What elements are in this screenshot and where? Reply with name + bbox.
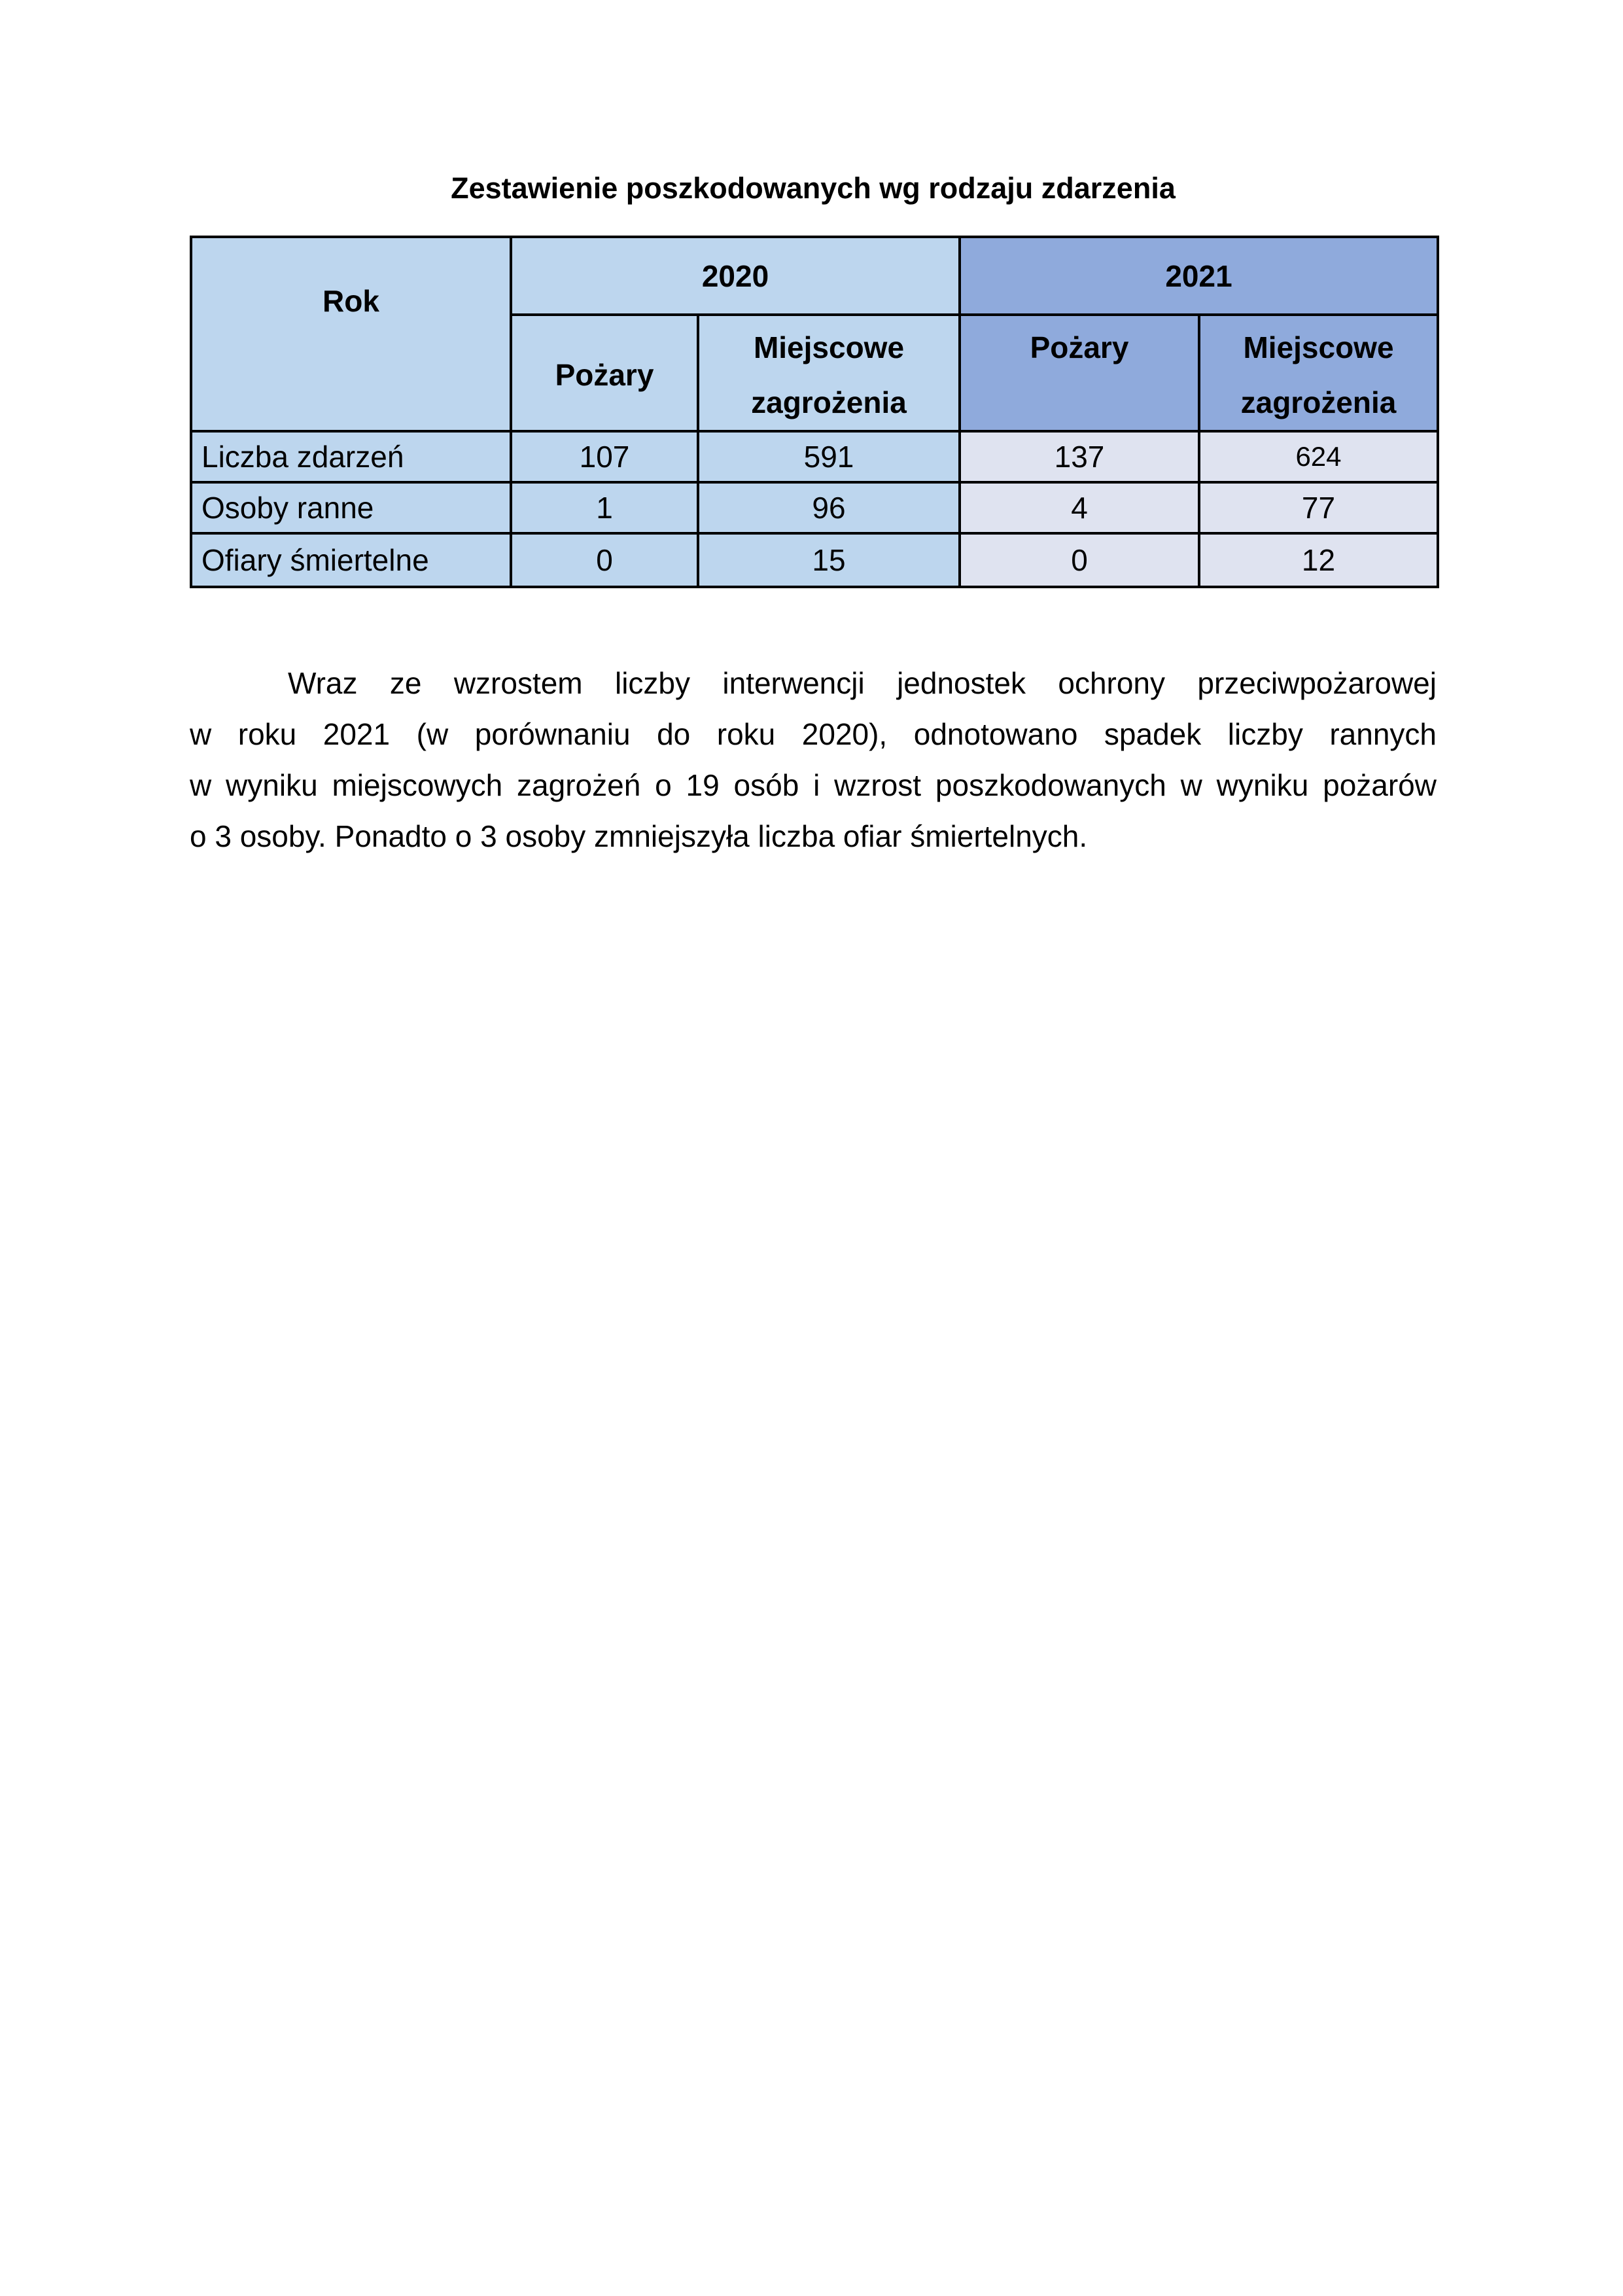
- header-row-years: Rok 2020 2021: [190, 236, 1439, 433]
- casualties-by-event-type-table: Rok 2020 2021 Pożary Miejscowe zagrożeni…: [190, 236, 1439, 588]
- cell-value: 96: [697, 481, 961, 535]
- row-label: Ofiary śmiertelne: [190, 532, 512, 588]
- cell-value: 12: [1198, 532, 1439, 588]
- subheader-2021-miejscowe-zagrozenia: Miejscowe zagrożenia: [1198, 313, 1439, 433]
- paragraph-line: w roku 2021 (w porównaniu do roku 2020),…: [190, 717, 1437, 751]
- cell-value: 624: [1198, 430, 1439, 484]
- table-row-osoby-ranne: Osoby ranne 1 96 4 77: [190, 481, 1439, 535]
- cell-value: 4: [958, 481, 1200, 535]
- header-row-categories: Pożary Miejscowe zagrożenia Pożary Miejs…: [191, 313, 1439, 433]
- cell-value: 77: [1198, 481, 1439, 535]
- table-row-ofiary-smiertelne: Ofiary śmiertelne 0 15 0 12: [190, 532, 1439, 588]
- cell-value: 137: [958, 430, 1200, 484]
- table-row-liczba-zdarzen: Liczba zdarzeń 107 591 137 624: [190, 430, 1439, 484]
- row-label: Osoby ranne: [190, 481, 512, 535]
- page-content: Zestawienie poszkodowanych wg rodzaju zd…: [190, 0, 1439, 862]
- row-label: Liczba zdarzeń: [190, 430, 512, 484]
- cell-value: 107: [510, 430, 699, 484]
- header-year-2020: 2020: [510, 236, 961, 316]
- cell-value: 1: [510, 481, 699, 535]
- cell-value: 0: [510, 532, 699, 588]
- table-title: Zestawienie poszkodowanych wg rodzaju zd…: [451, 171, 1176, 205]
- cell-value: 591: [697, 430, 961, 484]
- header-year-2021: 2021: [958, 236, 1439, 316]
- subheader-2020-pozary: Pożary: [510, 313, 699, 433]
- paragraph-line: w wyniku miejscowych zagrożeń o 19 osób …: [190, 768, 1437, 802]
- paragraph-line: Wraz ze wzrostem liczby interwencji jedn…: [288, 666, 1437, 700]
- paragraph-line: o 3 osoby. Ponadto o 3 osoby zmniejszyła…: [190, 819, 1088, 853]
- cell-value: 15: [697, 532, 961, 588]
- cell-value: 0: [958, 532, 1200, 588]
- subheader-2020-miejscowe-zagrozenia: Miejscowe zagrożenia: [697, 313, 961, 433]
- header-rok: Rok: [190, 236, 512, 433]
- body-paragraph: Wraz ze wzrostem liczby interwencji jedn…: [190, 658, 1437, 862]
- subheader-2021-pozary: Pożary: [958, 313, 1200, 433]
